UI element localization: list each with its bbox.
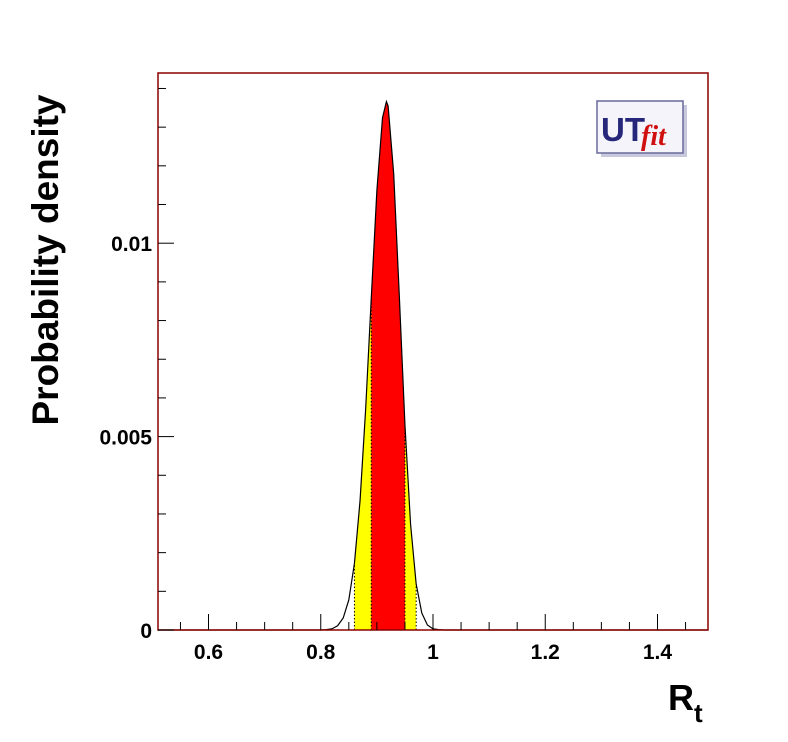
x-tick-label: 0.6 [194,641,223,664]
x-tick-label: 1.4 [643,641,673,664]
x-axis-label-main: R [668,677,694,718]
logo-box [596,100,684,154]
y-tick-label: 0.01 [111,233,152,256]
y-axis-label: Probability density [25,94,66,425]
x-axis-label: Rt [668,677,703,728]
x-axis-label-subscript: t [694,698,703,728]
density-line [158,99,708,631]
logo: UT fit [596,100,687,157]
logo-text: UT [601,111,645,148]
x-tick-label: 0.8 [306,641,336,664]
y-tick-label: 0.005 [99,427,152,450]
x-tick-label: 1 [427,641,439,664]
x-tick-label: 1.2 [531,641,560,664]
logo-accent: fit [641,121,667,152]
interval-area [354,101,417,630]
y-tick-label: 0 [140,620,152,643]
interval-area [371,101,405,630]
